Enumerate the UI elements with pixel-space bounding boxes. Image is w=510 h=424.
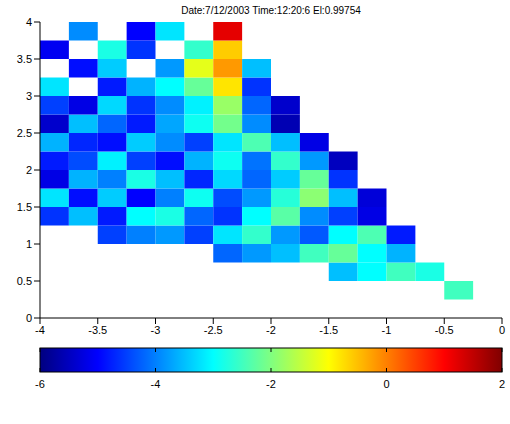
svg-text:-4: -4 <box>35 324 45 336</box>
svg-text:2: 2 <box>499 378 505 390</box>
svg-text:1: 1 <box>26 238 32 250</box>
svg-text:0: 0 <box>26 312 32 324</box>
svg-text:-2: -2 <box>266 324 276 336</box>
html-text:Date:7/12/2003 Time:12:20:6 El: Date:7/12/2003 Time:12:20:6 El:0.99754 <box>181 5 361 16</box>
svg-text:3.5: 3.5 <box>17 53 32 65</box>
svg-text:-2.5: -2.5 <box>204 324 223 336</box>
svg-text:3: 3 <box>26 90 32 102</box>
svg-text:-4: -4 <box>151 378 161 390</box>
svg-text:-0.5: -0.5 <box>435 324 454 336</box>
svg-text:0: 0 <box>383 378 389 390</box>
svg-text:1.5: 1.5 <box>17 201 32 213</box>
svg-text:-1.5: -1.5 <box>319 324 338 336</box>
svg-text:-2: -2 <box>266 378 276 390</box>
svg-text:2.5: 2.5 <box>17 127 32 139</box>
svg-text:0.5: 0.5 <box>17 275 32 287</box>
svg-text:0: 0 <box>499 324 505 336</box>
svg-text:-3: -3 <box>151 324 161 336</box>
svg-text:4: 4 <box>26 16 32 28</box>
svg-text:-1: -1 <box>382 324 392 336</box>
svg-text:-3.5: -3.5 <box>88 324 107 336</box>
svg-text:-6: -6 <box>35 378 45 390</box>
svg-text:2: 2 <box>26 164 32 176</box>
